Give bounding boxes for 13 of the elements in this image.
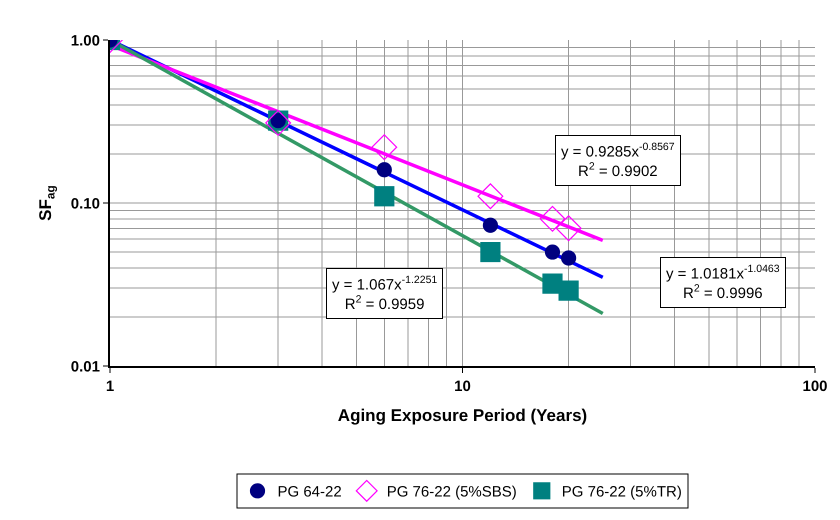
text: y = 0.9285x$^{-0.8567}$ R$^{2}$ = 0.9902	[561, 141, 675, 180]
legend-label: PG 76-22 (5%TR)	[562, 484, 682, 501]
y-tick-label: 1.00	[70, 32, 100, 50]
x-tick-label: 100	[802, 378, 828, 395]
legend-label: PG 76-22 (5%SBS)	[386, 484, 517, 501]
text: y = 1.0181x$^{-1.0463}$ R$^{2}$ = 0.9996	[666, 263, 780, 302]
y-tick-label: 0.10	[70, 195, 100, 212]
x-tick-label: 1	[106, 378, 114, 395]
text: y = 1.067x$^{-1.2251}$ R$^{2}$ = 0.9959	[332, 274, 438, 313]
y-tick-label: 0.01	[70, 358, 100, 376]
x-axis-title: Aging Exposure Period (Years)	[338, 406, 588, 425]
x-tick-label: 10	[454, 378, 471, 395]
legend-label: PG 64-22	[278, 484, 342, 501]
